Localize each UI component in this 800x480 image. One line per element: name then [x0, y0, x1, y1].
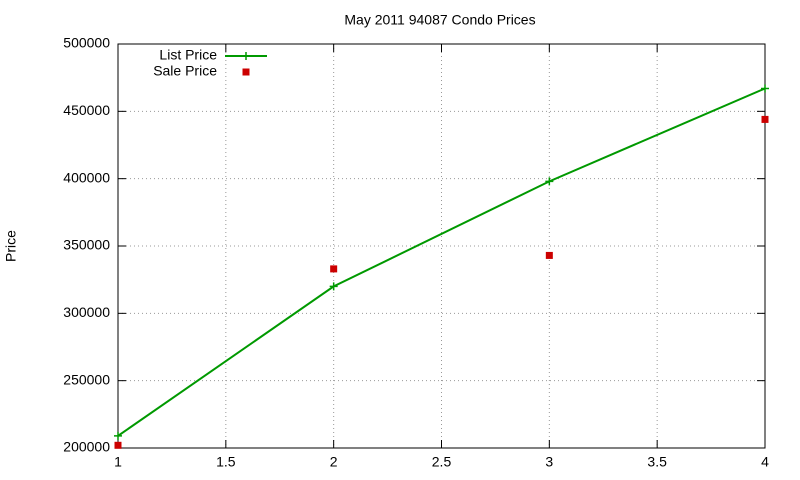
chart-title: May 2011 94087 Condo Prices	[344, 12, 535, 28]
point-marker	[114, 441, 122, 449]
y-tick-label: 300000	[63, 304, 110, 320]
y-tick-label: 450000	[63, 102, 110, 118]
x-tick-label: 1.5	[216, 454, 236, 470]
point-marker	[545, 251, 553, 259]
point-marker	[114, 431, 122, 440]
point-marker	[330, 265, 338, 273]
y-tick-label: 200000	[63, 439, 110, 455]
x-tick-label: 3.5	[647, 454, 667, 470]
series-line	[117, 87, 766, 437]
y-axis-label: Price	[3, 230, 19, 262]
y-tick-label: 350000	[63, 237, 110, 253]
y-tick-label: 250000	[63, 371, 110, 387]
point-marker	[242, 52, 250, 60]
x-tick-label: 2.5	[432, 454, 452, 470]
point-marker	[545, 177, 554, 186]
point-marker	[242, 68, 250, 76]
legend-label: List Price	[159, 47, 217, 63]
x-tick-label: 4	[761, 454, 769, 470]
plot-frame	[117, 43, 766, 449]
point-marker	[329, 282, 338, 291]
legend-label: Sale Price	[153, 63, 217, 79]
point-marker	[761, 84, 769, 93]
y-tick-label: 400000	[63, 169, 110, 185]
x-tick-label: 2	[330, 454, 338, 470]
y-tick-label: 500000	[63, 35, 110, 51]
x-tick-label: 1	[114, 454, 122, 470]
point-marker	[761, 115, 769, 123]
x-tick-label: 3	[545, 454, 553, 470]
